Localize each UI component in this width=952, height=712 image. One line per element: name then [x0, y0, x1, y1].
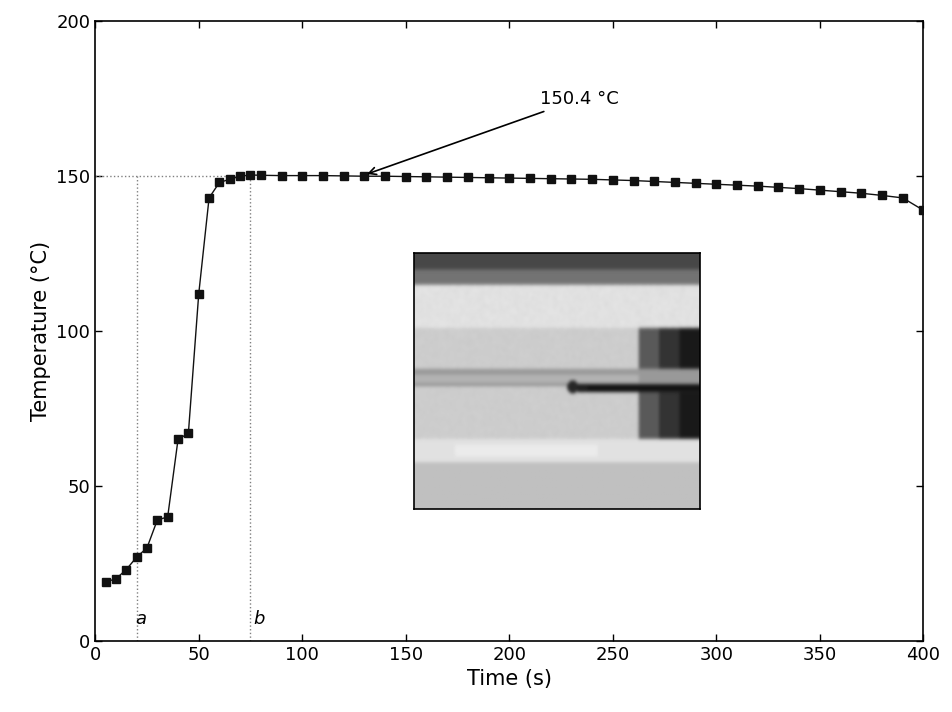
- Y-axis label: Temperature (°C): Temperature (°C): [30, 241, 50, 421]
- Text: 150.4 °C: 150.4 °C: [368, 90, 619, 174]
- X-axis label: Time (s): Time (s): [466, 669, 552, 689]
- Text: b: b: [253, 610, 265, 628]
- Text: a: a: [135, 610, 147, 628]
